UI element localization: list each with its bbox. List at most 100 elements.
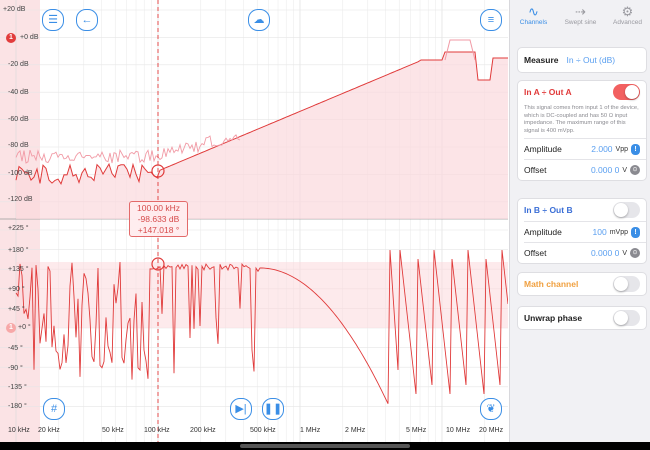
tab-swept-sine[interactable]: ⇢ Swept sine [559,4,603,36]
x-tick-0: 10 kHz [8,427,30,434]
measure-value[interactable]: In ÷ Out (dB) [567,55,616,65]
x-tick-5: 500 kHz [250,427,276,434]
settings-sidebar: ∿ Channels ⇢ Swept sine ⚙ Advanced Measu… [509,0,650,442]
offset-zero-b[interactable]: ⊙ [630,248,640,258]
mag-tick-2: -20 dB [8,61,29,68]
tab-advanced[interactable]: ⚙ Advanced [606,4,650,36]
phase-tick-5: +0 ° [18,324,31,331]
cloud-upload-icon: ☁ [254,14,265,26]
mag-tick-0: +20 dB [3,6,25,13]
home-indicator[interactable] [240,444,410,448]
phase-tick-0: +225 ° [8,225,29,232]
channel-a-description: This signal comes from input 1 of the de… [518,103,646,138]
x-tick-1: 20 kHz [38,427,60,434]
settings-sliders-button[interactable]: ≡ [480,9,502,31]
amplitude-stepper-a[interactable]: ! [631,144,640,155]
cloud-upload-button[interactable]: ☁ [248,9,270,31]
grid-button[interactable]: # [43,398,65,420]
channel-b-card: In B ÷ Out B Amplitude 100 mVpp ! Offset… [517,198,647,264]
channel-a-offset-unit: V [622,167,627,174]
marker-badge[interactable]: 1 [6,33,16,43]
tab-advanced-label: Advanced [613,19,642,26]
channel-b-amplitude-unit: mVpp [610,229,628,236]
toggle-knob [625,85,639,99]
phase-tick-7: -90 ° [8,365,23,372]
mag-tick-3: -40 dB [8,89,29,96]
channels-icon: ∿ [528,4,539,19]
pause-icon: ❚❚ [264,403,282,415]
unwrap-phase-label: Unwrap phase [524,313,582,323]
step-forward-icon: ▶| [235,403,246,415]
mag-tick-1: +0 dB [20,34,39,41]
swept-sine-icon: ⇢ [575,4,586,19]
stepper-icon: ! [634,229,636,236]
toggle-knob [614,203,628,217]
channel-b-amplitude-value[interactable]: 100 [593,227,607,237]
channel-b-offset-label: Offset [524,248,547,258]
channel-a-title: In A ÷ Out A [524,87,572,97]
zero-icon: ⊙ [632,250,637,256]
x-tick-9: 10 MHz [446,427,470,434]
mag-tick-5: -80 dB [8,142,29,149]
x-tick-6: 1 MHz [300,427,320,434]
cursor-readout[interactable]: 100.00 kHz -98.633 dB +147.018 ° [129,201,188,237]
measure-card[interactable]: Measure In ÷ Out (dB) [517,47,647,73]
mag-tick-4: -60 dB [8,116,29,123]
channel-b-offset-unit: V [622,250,627,257]
phase-tick-1: +180 ° [8,247,29,254]
unwrap-phase-toggle[interactable] [613,310,640,326]
cursor-frequency: 100.00 kHz [130,203,187,214]
phase-tick-4: +45 ° [8,306,25,313]
phase-tick-9: -180 ° [8,403,27,410]
leaf-icon: ❦ [486,403,495,415]
x-tick-7: 2 MHz [345,427,365,434]
marker-badge-phase[interactable]: 1 [6,323,16,333]
amplitude-stepper-b[interactable]: ! [631,227,640,238]
toggle-knob [614,277,628,291]
gear-icon: ⚙ [622,4,634,19]
bode-plot[interactable]: +20 dB +0 dB -20 dB -40 dB -60 dB -80 dB… [0,0,508,442]
step-play-button[interactable]: ▶| [230,398,252,420]
sliders-icon: ≡ [488,14,494,26]
phase-tick-3: +90 ° [8,286,25,293]
x-tick-4: 200 kHz [190,427,216,434]
offset-zero-a[interactable]: ⊙ [630,165,640,175]
channel-a-amplitude-unit: Vpp [616,146,628,153]
channel-b-amplitude-label: Amplitude [524,227,562,237]
plot-canvas [0,0,508,442]
channel-a-amplitude-value[interactable]: 2.000 [591,144,612,154]
channel-b-offset-value[interactable]: 0.000 0 [591,248,619,258]
tab-swept-sine-label: Swept sine [565,19,597,26]
channel-a-offset-value[interactable]: 0.000 0 [591,165,619,175]
x-tick-3: 100 kHz [144,427,170,434]
channel-b-toggle[interactable] [613,202,640,218]
channel-a-toggle[interactable] [613,84,640,100]
channel-b-title: In B ÷ Out B [524,205,573,215]
stepper-icon: ! [634,146,636,153]
channel-a-card: In A ÷ Out A This signal comes from inpu… [517,80,647,181]
math-channel-toggle[interactable] [613,276,640,292]
channel-a-offset-label: Offset [524,165,547,175]
channel-a-amplitude-label: Amplitude [524,144,562,154]
sidebar-tabs: ∿ Channels ⇢ Swept sine ⚙ Advanced [510,0,650,36]
x-tick-10: 20 MHz [479,427,503,434]
cursor-magnitude: -98.633 dB [130,214,187,225]
autoscale-button[interactable]: ❦ [480,398,502,420]
tab-channels[interactable]: ∿ Channels [512,4,556,36]
zero-icon: ⊙ [632,167,637,173]
x-tick-8: 5 MHz [406,427,426,434]
math-channel-card: Math channel [517,272,647,296]
mag-tick-6: -100 dB [8,170,33,177]
grid-icon: # [51,403,57,415]
pause-button[interactable]: ❚❚ [262,398,284,420]
x-tick-2: 50 kHz [102,427,124,434]
hamburger-icon: ☰ [48,14,58,26]
phase-tick-8: -135 ° [8,384,27,391]
back-button[interactable]: ← [76,9,98,31]
phase-tick-6: -45 ° [8,345,23,352]
menu-button[interactable]: ☰ [42,9,64,31]
cursor-phase: +147.018 ° [130,225,187,236]
magnitude-fill [16,52,508,219]
unwrap-phase-card: Unwrap phase [517,306,647,330]
